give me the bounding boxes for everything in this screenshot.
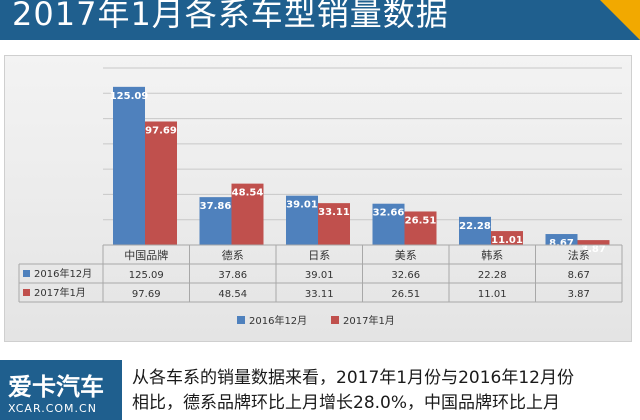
data-label: 3.87	[581, 244, 606, 255]
tick-label: 韩系	[481, 248, 503, 262]
table-cell: 125.09	[129, 270, 164, 281]
data-label: 125.09	[110, 91, 149, 102]
table-legend-key	[23, 270, 30, 277]
data-label: 48.54	[232, 188, 264, 199]
xcar-logo: 爱卡汽车 XCAR.COM.CN	[0, 360, 122, 420]
data-label: 32.66	[373, 208, 405, 219]
page-title: 2017年1月各系车型销量数据	[12, 0, 449, 33]
article-text-line-1: 从各车系的销量数据来看，2017年1月份与2016年12月份	[132, 368, 574, 388]
bar	[231, 183, 264, 245]
chart-panel: 125.09 97.69 37.86 48.54 39.01 33.11 32.66 26.5…	[4, 55, 632, 342]
tick-label: 美系	[395, 249, 417, 262]
data-label: 33.11	[318, 207, 350, 218]
table-cell: 33.11	[305, 289, 334, 300]
legend-key	[331, 316, 339, 324]
logo-text: 爱卡汽车	[8, 373, 104, 401]
bar	[545, 234, 578, 245]
tick-label: 日系	[308, 249, 330, 262]
footer: 爱卡汽车 XCAR.COM.CN 从各车系的销量数据来看，2017年1月份与20…	[0, 356, 640, 420]
bar	[199, 197, 232, 245]
bar	[318, 203, 350, 245]
table-cell: 8.67	[568, 270, 590, 281]
table-series-label: 2017年1月	[34, 286, 86, 299]
legend-key	[237, 316, 245, 324]
header-banner: 2017年1月各系车型销量数据	[0, 0, 640, 40]
table-cell: 11.01	[478, 289, 507, 300]
table-cell: 48.54	[218, 289, 247, 300]
legend-label: 2016年12月	[249, 314, 307, 327]
bar	[145, 121, 177, 245]
article-text-line-2: 相比，德系品牌环比上月增长28.0%，中国品牌环比上月	[132, 393, 561, 413]
article-text: 从各车系的销量数据来看，2017年1月份与2016年12月份 相比，德系品牌环比…	[132, 366, 632, 416]
table-legend-key	[23, 289, 30, 296]
data-label: 97.69	[145, 125, 177, 136]
data-label: 22.28	[459, 221, 491, 232]
table-cell: 22.28	[478, 270, 507, 281]
tick-label: 法系	[568, 248, 590, 262]
data-label: 39.01	[286, 200, 318, 211]
bar	[491, 231, 523, 245]
bar	[286, 195, 318, 245]
table-cell: 32.66	[391, 270, 420, 281]
tick-label: 德系	[222, 248, 244, 262]
bar	[577, 240, 610, 245]
bar	[372, 203, 405, 245]
bar	[459, 216, 491, 245]
bar	[404, 211, 437, 245]
logo-subtext: XCAR.COM.CN	[8, 402, 97, 415]
bar	[113, 86, 145, 246]
data-label: 11.01	[491, 235, 523, 246]
table-cell: 37.86	[218, 270, 247, 281]
data-label: 26.51	[405, 215, 437, 226]
data-label: 37.86	[200, 201, 232, 212]
legend-label: 2017年1月	[343, 314, 395, 327]
corner-accent	[600, 0, 640, 40]
table-cell: 3.87	[568, 289, 590, 300]
data-label: 8.67	[549, 238, 574, 249]
table-cell: 39.01	[305, 270, 334, 281]
table-cell: 26.51	[391, 289, 420, 300]
table-cell: 97.69	[132, 289, 161, 300]
table-series-label: 2016年12月	[34, 267, 92, 280]
tick-label: 中国品牌	[124, 248, 168, 262]
